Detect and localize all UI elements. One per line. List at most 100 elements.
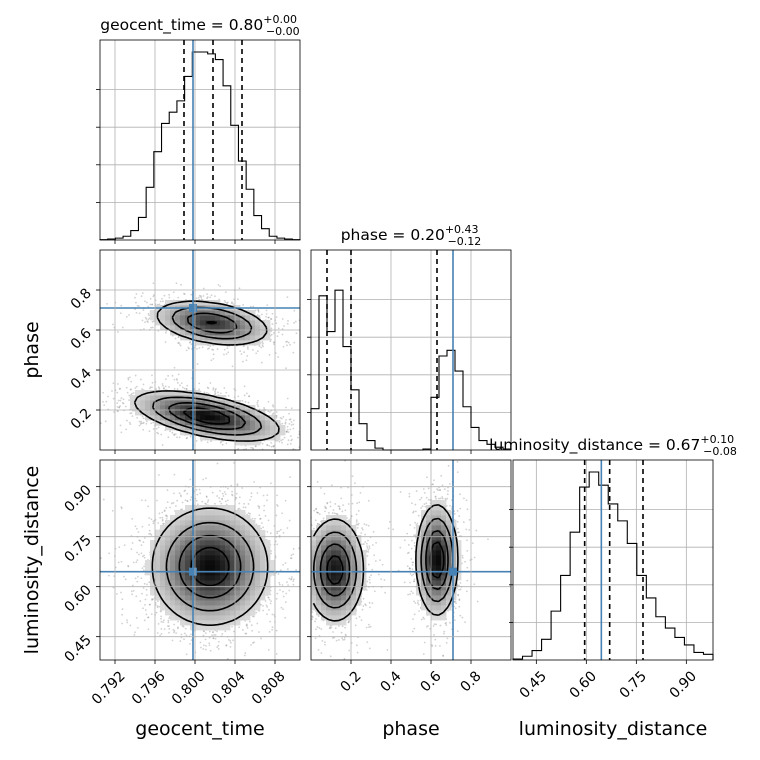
sample-point: [243, 385, 246, 388]
sample-point: [253, 481, 256, 483]
sample-point: [156, 632, 159, 634]
density-bin: [255, 435, 261, 441]
y-tick-label: 0.4: [68, 365, 95, 392]
sample-point: [219, 500, 221, 503]
sample-point: [203, 391, 206, 394]
hist-bar-geocent_time: [208, 54, 216, 240]
title-plus: +0.00: [263, 13, 297, 26]
y-tick-label: 0.2: [68, 406, 95, 433]
sample-point: [276, 530, 279, 533]
sample-point: [266, 530, 269, 533]
sample-point: [262, 609, 265, 612]
density-bin: [225, 310, 231, 316]
sample-point: [221, 440, 224, 442]
sample-point: [116, 391, 119, 394]
sample-point: [263, 406, 266, 409]
sample-point: [186, 500, 189, 503]
density-bin: [150, 310, 156, 316]
density-bin: [200, 435, 206, 441]
sample-point: [160, 632, 163, 635]
sample-point: [272, 404, 274, 407]
sample-point: [272, 341, 275, 344]
sample-point: [226, 301, 229, 304]
density-bin: [160, 395, 166, 401]
sample-point: [118, 388, 121, 391]
sample-point: [139, 423, 142, 425]
sample-point: [118, 406, 121, 409]
density-bin: [210, 395, 216, 401]
sample-point: [271, 323, 274, 326]
sample-point: [265, 309, 268, 312]
sample-point: [150, 534, 153, 536]
sample-point: [181, 625, 184, 627]
density-bin: [255, 425, 261, 431]
sample-point: [272, 445, 275, 448]
sample-point: [147, 318, 150, 321]
sample-point: [139, 539, 142, 542]
density-bin: [180, 330, 186, 336]
sample-point: [152, 295, 155, 298]
density-bin: [230, 340, 236, 346]
sample-point: [185, 437, 188, 440]
sample-point: [269, 532, 272, 535]
sample-point: [140, 422, 143, 425]
hist-bar-geocent_time: [231, 125, 239, 240]
sample-point: [112, 323, 114, 326]
sample-point: [145, 420, 148, 423]
sample-point: [318, 454, 320, 456]
sample-point: [246, 346, 249, 349]
density-bin: [245, 405, 251, 411]
sample-point: [120, 431, 123, 434]
sample-point: [210, 359, 213, 362]
sample-point: [119, 399, 122, 402]
density-bin: [205, 330, 211, 336]
density-bin: [140, 395, 146, 401]
sample-point: [214, 502, 216, 505]
density-bin: [195, 330, 201, 336]
hist-bar-phase: [335, 290, 343, 450]
sample-point: [264, 600, 267, 602]
sample-point: [308, 432, 310, 434]
hist-panel-luminosity_distance: [512, 459, 714, 661]
sample-point: [209, 345, 212, 348]
sample-point: [169, 506, 171, 509]
sample-point: [262, 345, 264, 348]
sample-point: [201, 346, 204, 349]
density-bin: [185, 325, 191, 331]
sample-point: [144, 300, 146, 303]
sample-point: [262, 526, 265, 529]
sample-point: [143, 619, 146, 622]
sample-point: [249, 305, 252, 308]
density-bin: [200, 330, 206, 336]
sample-point: [177, 336, 180, 339]
sample-point: [140, 544, 143, 547]
density-bin: [175, 330, 181, 336]
sample-point: [237, 298, 239, 301]
sample-point: [308, 441, 310, 443]
hist-panel-geocent_time: [99, 39, 301, 241]
sample-point: [183, 490, 186, 493]
density-bin: [260, 420, 266, 426]
sample-point: [134, 387, 137, 389]
sample-point: [270, 327, 273, 330]
density-bin: [265, 420, 271, 426]
sample-point: [252, 305, 255, 308]
density-bin: [210, 415, 216, 421]
sample-point: [149, 386, 152, 389]
sample-point: [289, 476, 292, 479]
sample-point: [219, 285, 222, 288]
sample-point: [139, 600, 142, 602]
sample-point: [146, 301, 148, 304]
sample-point: [202, 648, 205, 650]
density-bin: [180, 430, 186, 436]
sample-point: [131, 392, 133, 395]
density-bin: [235, 440, 241, 446]
sample-point: [190, 293, 193, 296]
sample-point: [141, 555, 144, 558]
sample-point: [256, 492, 259, 494]
sample-point: [175, 282, 178, 285]
sample-point: [262, 604, 264, 607]
sample-point: [206, 296, 209, 299]
sample-point: [166, 501, 169, 504]
